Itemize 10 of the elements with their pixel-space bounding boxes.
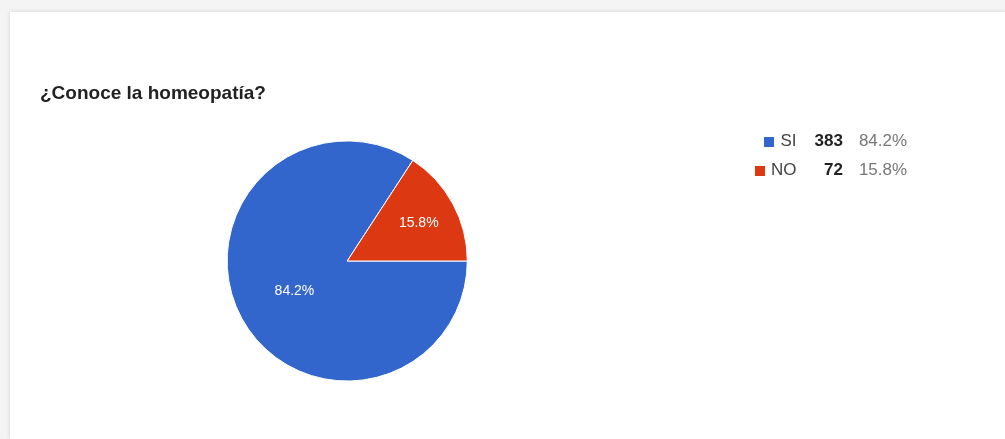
data-label: 15.8% <box>398 214 439 231</box>
data-label: 84.2% <box>274 281 315 298</box>
text: 383 <box>814 130 844 152</box>
pie-slice <box>226 140 468 382</box>
legend-label: NO <box>771 160 797 179</box>
legend-label: SI <box>780 131 797 150</box>
text: 72 <box>822 159 844 181</box>
chart-title: ¿Conoce la homeopatía? <box>40 81 266 103</box>
text: 15.8% <box>858 160 908 179</box>
text: 84.2% <box>858 131 908 150</box>
